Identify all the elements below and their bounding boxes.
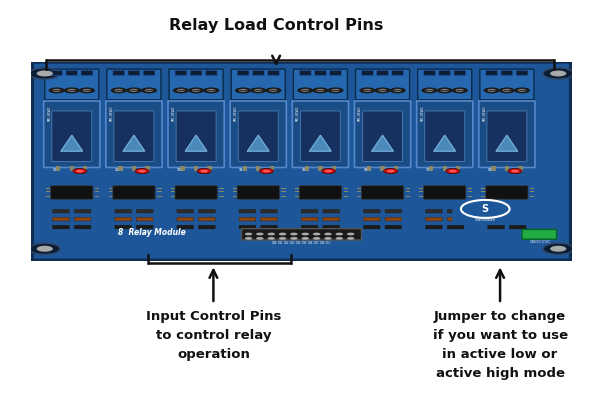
Text: Jumper to change
if you want to use
in active low or
active high mode: Jumper to change if you want to use in a… <box>433 310 568 379</box>
Text: Relay Load Control Pins: Relay Load Control Pins <box>169 18 383 33</box>
Text: Input Control Pins
to control relay
operation: Input Control Pins to control relay oper… <box>146 310 281 361</box>
